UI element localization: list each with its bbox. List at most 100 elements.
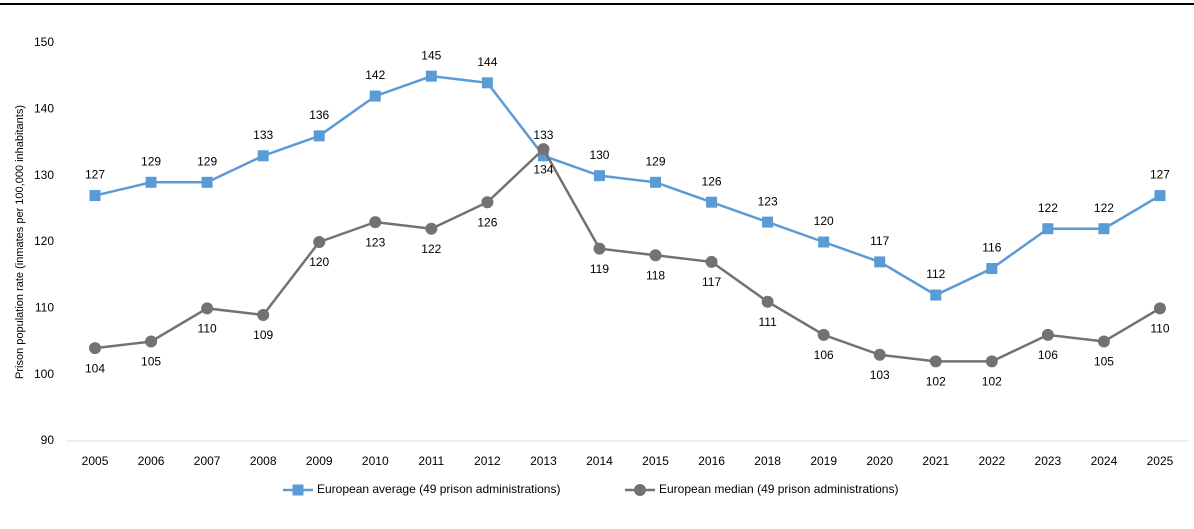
data-point — [145, 335, 158, 348]
x-tick-label: 2018 — [754, 454, 781, 468]
data-point — [1041, 328, 1054, 341]
data-point — [1098, 223, 1110, 235]
y-axis-title: Prison population rate (inmates per 100,… — [14, 105, 26, 379]
x-tick-label: 2014 — [586, 454, 613, 468]
data-label: 111 — [759, 315, 778, 329]
series-line — [94, 74, 1161, 297]
data-label: 102 — [926, 375, 946, 389]
x-tick-label: 2015 — [642, 454, 669, 468]
data-label: 117 — [870, 234, 889, 248]
data-label: 106 — [1038, 348, 1058, 362]
data-point — [313, 130, 325, 142]
y-tick-label: 110 — [35, 301, 54, 315]
data-point — [649, 249, 662, 262]
data-point — [313, 236, 326, 248]
x-tick-label: 2009 — [306, 454, 333, 468]
data-point — [89, 342, 102, 355]
x-tick-label: 2007 — [194, 454, 221, 468]
data-point — [985, 355, 998, 368]
y-tick-label: 150 — [34, 35, 54, 49]
data-label: 119 — [590, 262, 609, 276]
data-point — [89, 190, 101, 202]
data-point — [762, 216, 774, 228]
x-tick-label: 2025 — [1147, 454, 1174, 468]
x-tick-label: 2010 — [362, 454, 389, 468]
data-point — [201, 302, 214, 315]
data-label: 129 — [646, 154, 666, 168]
x-tick-label: 2022 — [978, 454, 1005, 468]
data-label: 105 — [1094, 355, 1114, 369]
data-point — [1042, 223, 1054, 235]
y-tick-label: 130 — [34, 168, 54, 182]
data-label: 133 — [533, 128, 553, 142]
x-tick-label: 2011 — [418, 454, 444, 468]
data-point — [706, 196, 718, 208]
legend-label: European average (49 prison administrati… — [317, 482, 560, 496]
data-point — [593, 170, 605, 182]
legend-marker — [292, 484, 304, 496]
data-label: 144 — [477, 55, 497, 69]
data-label: 129 — [197, 154, 217, 168]
data-label: 120 — [814, 214, 834, 228]
data-point — [650, 176, 662, 188]
legend-label: European median (49 prison administratio… — [659, 482, 898, 496]
data-label: 133 — [253, 128, 273, 142]
data-point — [593, 242, 606, 255]
y-tick-label: 140 — [34, 102, 54, 116]
data-point — [201, 176, 213, 188]
data-label: 142 — [365, 68, 385, 82]
series-line — [94, 147, 1161, 363]
data-point — [145, 176, 157, 188]
data-label: 120 — [309, 255, 329, 269]
x-tick-label: 2021 — [922, 454, 949, 468]
data-label: 116 — [982, 241, 1001, 255]
data-label: 106 — [814, 348, 834, 362]
data-point — [369, 216, 382, 229]
data-point — [537, 150, 549, 162]
data-point — [930, 289, 942, 301]
data-label: 122 — [421, 242, 441, 256]
y-tick-label: 120 — [34, 234, 54, 248]
data-point — [425, 70, 437, 82]
data-point — [818, 236, 830, 248]
data-point — [817, 328, 830, 341]
data-label: 130 — [589, 148, 609, 162]
data-point — [1154, 190, 1166, 202]
x-tick-label: 2013 — [530, 454, 557, 468]
x-tick-label: 2008 — [250, 454, 277, 468]
x-tick-label: 2019 — [810, 454, 837, 468]
data-point — [257, 150, 269, 162]
data-label: 122 — [1094, 201, 1114, 215]
data-label: 109 — [253, 328, 273, 342]
data-label: 104 — [85, 361, 105, 375]
data-label: 127 — [1150, 168, 1170, 182]
legend-marker — [634, 484, 646, 496]
data-point — [874, 256, 886, 268]
data-point — [929, 355, 942, 368]
x-tick-label: 2020 — [866, 454, 893, 468]
data-label: 122 — [1038, 201, 1058, 215]
data-label: 126 — [477, 215, 497, 229]
x-tick-label: 2012 — [474, 454, 501, 468]
x-tick-label: 2024 — [1091, 454, 1118, 468]
data-label: 123 — [365, 235, 385, 249]
data-label: 129 — [141, 154, 161, 168]
x-tick-label: 2016 — [698, 454, 725, 468]
data-label: 103 — [870, 368, 890, 382]
data-label: 136 — [309, 108, 329, 122]
data-point — [1153, 302, 1166, 315]
x-tick-label: 2006 — [138, 454, 165, 468]
data-point — [761, 295, 774, 308]
data-label: 118 — [646, 268, 665, 282]
data-label: 105 — [141, 355, 161, 369]
data-label: 145 — [421, 48, 441, 62]
data-label: 123 — [758, 194, 778, 208]
data-point — [425, 222, 438, 235]
data-label: 110 — [1150, 322, 1169, 336]
data-point — [257, 308, 270, 321]
data-point — [537, 143, 550, 156]
y-tick-label: 90 — [41, 433, 55, 447]
y-tick-label: 100 — [34, 367, 54, 381]
data-point — [369, 90, 381, 102]
